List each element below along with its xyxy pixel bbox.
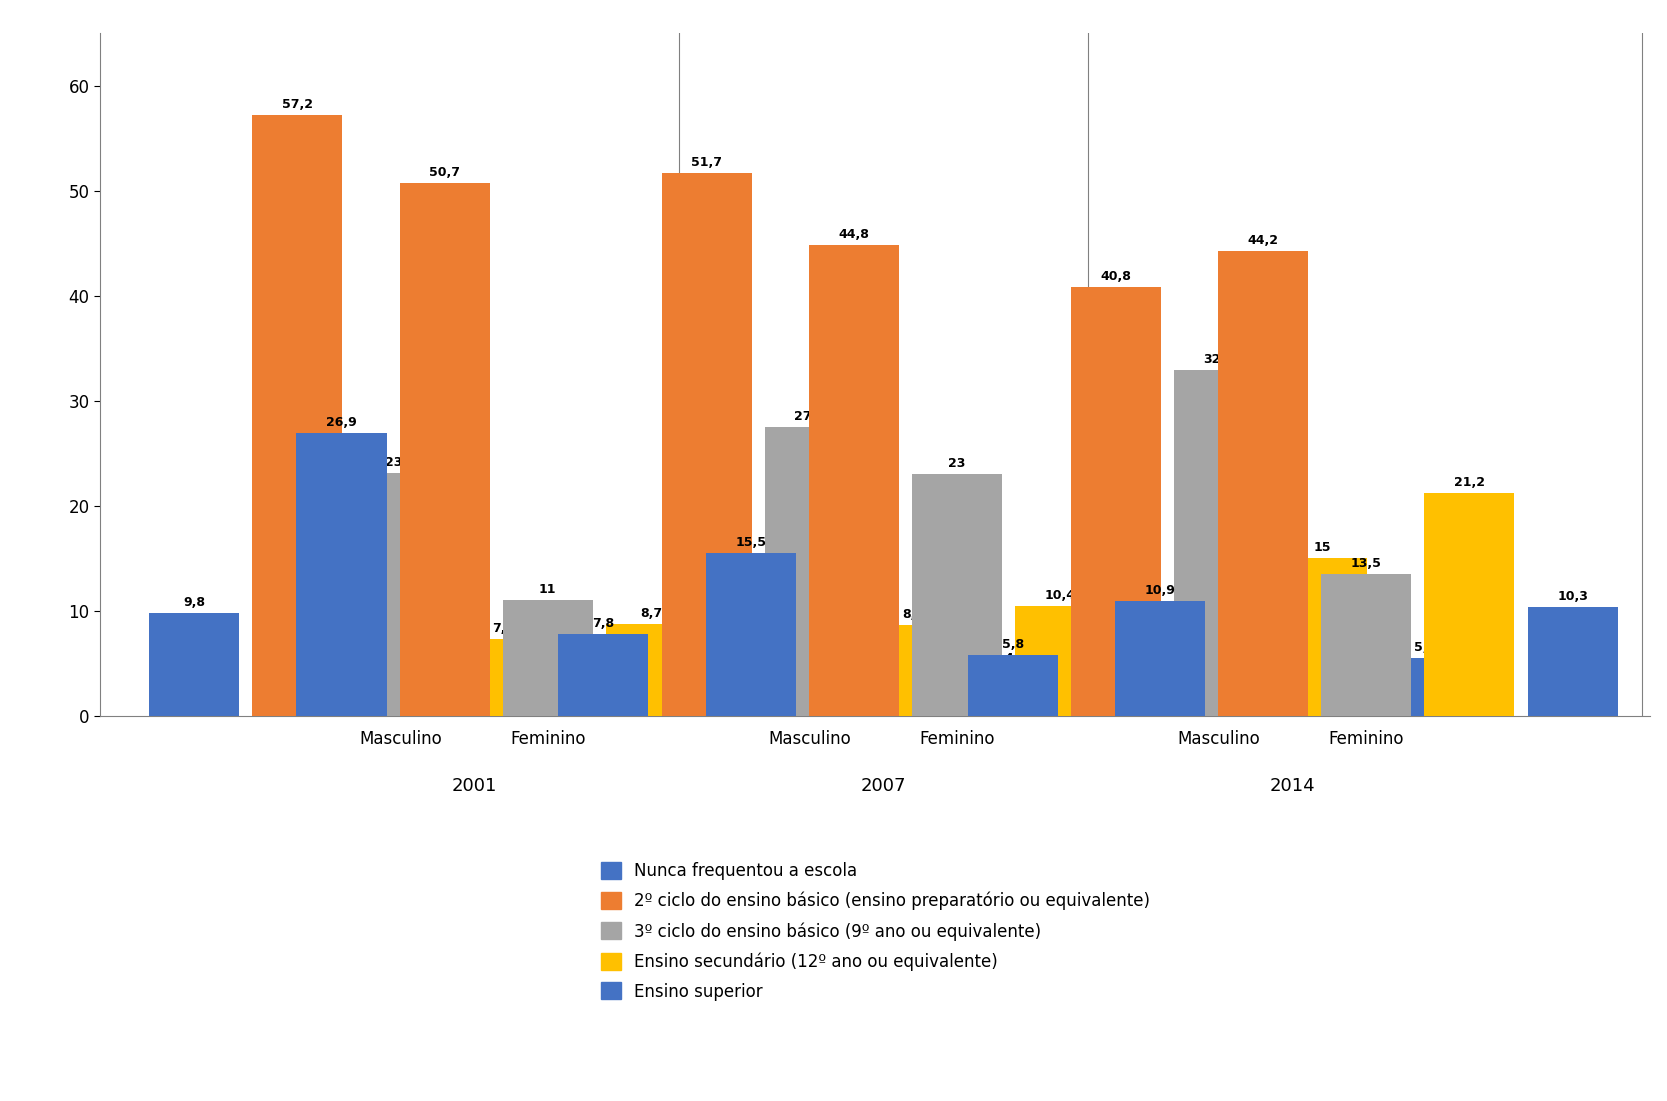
Bar	[297, 433, 387, 716]
Text: 8,6: 8,6	[902, 608, 924, 621]
Bar	[1015, 607, 1105, 716]
Text: 11: 11	[538, 582, 557, 596]
Bar	[400, 183, 490, 716]
Text: 15,5: 15,5	[735, 536, 767, 548]
Text: 15: 15	[1314, 541, 1330, 554]
Bar	[1527, 608, 1617, 716]
Bar	[252, 115, 342, 716]
Bar	[1322, 574, 1412, 716]
Text: 2007: 2007	[860, 777, 907, 795]
Text: 2001: 2001	[452, 777, 497, 795]
Text: 2,7: 2,7	[743, 671, 765, 683]
Text: 5,8: 5,8	[1002, 637, 1024, 651]
Bar	[1424, 493, 1514, 716]
Text: 10,4: 10,4	[1045, 589, 1075, 602]
Text: 21,2: 21,2	[1454, 476, 1485, 489]
Bar	[970, 669, 1060, 716]
Bar	[605, 624, 695, 716]
Text: 4,4: 4,4	[1005, 652, 1027, 665]
Text: 5,5: 5,5	[1414, 641, 1437, 654]
Bar	[1119, 650, 1209, 716]
Bar	[708, 687, 798, 716]
Text: 51,7: 51,7	[692, 155, 722, 168]
Text: 7,8: 7,8	[592, 617, 615, 630]
Text: 9,8: 9,8	[183, 596, 205, 609]
Text: 40,8: 40,8	[1100, 270, 1132, 283]
Bar	[1174, 370, 1264, 716]
Bar	[458, 639, 548, 716]
Bar	[912, 475, 1002, 716]
Bar	[1380, 658, 1470, 716]
Bar	[1115, 601, 1205, 716]
Text: 57,2: 57,2	[282, 98, 313, 111]
Bar	[355, 473, 445, 716]
Text: 26,9: 26,9	[327, 416, 357, 429]
Text: 2,6: 2,6	[595, 672, 618, 684]
Bar	[808, 246, 899, 716]
Text: 50,7: 50,7	[428, 166, 460, 179]
Text: 10,9: 10,9	[1145, 584, 1175, 597]
Text: 44,8: 44,8	[839, 228, 869, 241]
Bar	[1070, 287, 1160, 716]
Text: 23,1: 23,1	[385, 456, 415, 469]
Text: 27,5: 27,5	[793, 410, 825, 423]
Text: 8,7: 8,7	[640, 607, 662, 620]
Text: 44,2: 44,2	[1247, 235, 1279, 248]
Bar	[503, 600, 593, 716]
Bar	[562, 688, 652, 716]
Text: 6,3: 6,3	[1152, 632, 1174, 645]
Bar	[705, 553, 795, 716]
Text: 7,3: 7,3	[492, 622, 515, 635]
Bar	[1277, 558, 1367, 716]
Bar	[558, 634, 648, 716]
Text: 10,3: 10,3	[1557, 590, 1589, 603]
Bar	[869, 625, 959, 716]
Bar	[148, 613, 238, 716]
Text: 13,5: 13,5	[1350, 557, 1382, 569]
Bar	[1219, 251, 1309, 716]
Bar	[662, 173, 752, 716]
Text: 32,9: 32,9	[1204, 353, 1234, 366]
Text: 2014: 2014	[1270, 777, 1315, 795]
Text: 23: 23	[949, 457, 965, 470]
Legend: Nunca frequentou a escola, 2º ciclo do ensino básico (ensino preparatório ou equ: Nunca frequentou a escola, 2º ciclo do e…	[592, 853, 1159, 1009]
Bar	[765, 427, 855, 716]
Bar	[967, 655, 1057, 716]
